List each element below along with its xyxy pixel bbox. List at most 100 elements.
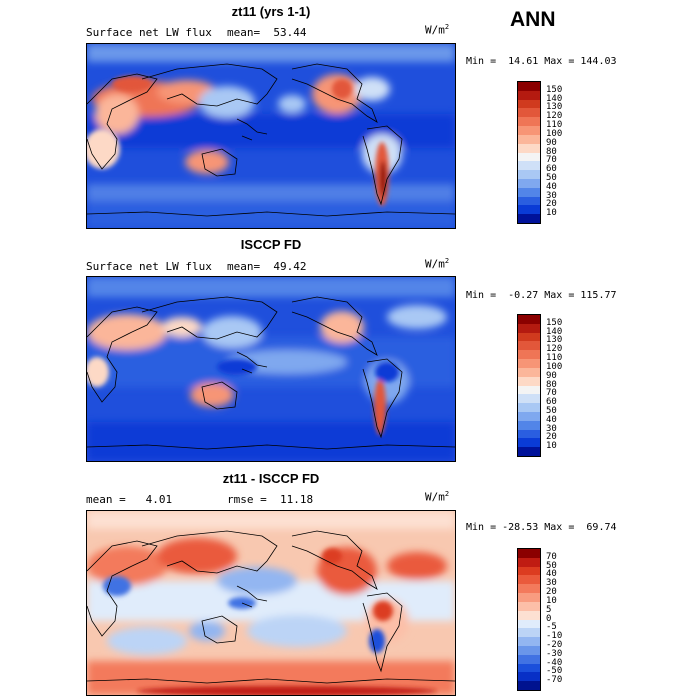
colorbar-segment [518,557,540,567]
colorbar-tick-label: 150 [546,84,563,95]
colorbar-tick-label: 140 [546,326,563,337]
colorbar-segment [518,654,540,664]
colorbar-tick-label: 120 [546,111,563,122]
panel3-rmse-label: rmse = 11.18 [227,493,314,506]
colorbar-tick-label: 120 [546,344,563,355]
colorbar-tick-label: -40 [546,657,563,668]
panel1-units: W/m2 [425,23,450,37]
colorbar-tick-label: 100 [546,361,563,372]
panel2-colorbar-ticks: 150 140 130 120 110 100 90 80 70 60 50 40 30 20 10 [546,314,576,457]
colorbar-tick-label: -50 [546,666,563,677]
colorbar-tick-label: 0 [546,613,552,624]
panel1-map [86,43,456,229]
colorbar-segment [518,610,540,620]
colorbar-tick-label: 100 [546,128,563,139]
panel3-minmax: Min = -28.53 Max = 69.74 [466,522,617,533]
colorbar-segment [518,134,540,144]
colorbar-segment [518,187,540,197]
colorbar-segment [518,359,540,368]
colorbar-segment [518,332,540,342]
colorbar-tick-label: 10 [546,441,557,452]
panel2-variable-label: Surface net LW flux [86,260,212,273]
colorbar-tick-label: 30 [546,423,557,434]
colorbar-segment [518,584,540,594]
colorbar-segment [518,593,540,602]
panel3-mean-label: mean = 4.01 [86,493,173,506]
colorbar-segment [518,438,540,448]
panel1-minmax: Min = 14.61 Max = 144.03 [466,56,617,67]
colorbar-tick-label: 20 [546,199,557,210]
panel2-map [86,276,456,462]
panel1-variable-label: Surface net LW flux [86,26,212,39]
annual-label: ANN [510,8,556,31]
colorbar-segment [518,152,540,162]
colorbar-segment [518,429,540,439]
colorbar-segment [518,117,540,127]
colorbar-segment [518,663,540,673]
colorbar-segment [518,681,540,690]
colorbar-segment [518,99,540,109]
colorbar-segment [518,170,540,179]
panel1-colorbar-ticks: 150 140 130 120 110 100 90 80 70 60 50 40 30 20 10 [546,81,576,224]
colorbar-tick-label: 10 [546,595,557,606]
colorbar-segment [518,350,540,360]
colorbar-tick-label: 80 [546,146,557,157]
colorbar-tick-label: 10 [546,208,557,219]
panel1-title: zt11 (yrs 1-1) [231,4,311,19]
colorbar-segment [518,645,540,655]
colorbar-tick-label: 90 [546,137,557,148]
colorbar-tick-label: 70 [546,155,557,166]
colorbar-tick-label: 70 [546,388,557,399]
colorbar-tick-label: 50 [546,560,557,571]
colorbar-segment [518,420,540,430]
colorbar-segment [518,637,540,646]
panel2-units: W/m2 [425,257,450,271]
panel1-mean-label: mean= 53.44 [227,26,307,39]
colorbar-tick-label: -30 [546,648,563,659]
colorbar-segment [518,315,540,324]
colorbar-tick-label: 20 [546,587,557,598]
colorbar-segment [518,126,540,135]
colorbar-tick-label: -20 [546,639,563,650]
colorbar-segment [518,161,540,171]
colorbar-tick-label: -70 [546,675,563,686]
colorbar-tick-label: 130 [546,335,563,346]
colorbar-segment [518,411,540,421]
colorbar-segment [518,575,540,585]
colorbar-tick-label: 60 [546,164,557,175]
colorbar-tick-label: 40 [546,181,557,192]
colorbar-tick-label: 110 [546,353,563,364]
colorbar-tick-label: 50 [546,405,557,416]
colorbar-tick-label: 30 [546,190,557,201]
colorbar-tick-label: 40 [546,414,557,425]
panel3-map [86,510,456,696]
colorbar-tick-label: 140 [546,93,563,104]
colorbar-tick-label: 40 [546,569,557,580]
colorbar-segment [518,367,540,377]
panel2-colorbar [517,314,541,457]
colorbar-segment [518,447,540,456]
panel3-title: zt11 - ISCCP FD [222,471,320,486]
colorbar-segment [518,394,540,404]
colorbar-segment [518,178,540,188]
colorbar-segment [518,341,540,351]
colorbar-segment [518,90,540,100]
colorbar-segment [518,619,540,629]
colorbar-segment [518,214,540,223]
colorbar-segment [518,566,540,576]
colorbar-tick-label: 70 [546,551,557,562]
panel3-colorbar [517,548,541,691]
colorbar-tick-label: 150 [546,317,563,328]
colorbar-tick-label: 90 [546,370,557,381]
colorbar-segment [518,385,540,395]
colorbar-tick-label: 60 [546,397,557,408]
colorbar-segment [518,403,540,412]
colorbar-tick-label: 80 [546,379,557,390]
colorbar-segment [518,82,540,91]
colorbar-segment [518,672,540,682]
colorbar-segment [518,108,540,118]
colorbar-segment [518,196,540,206]
panel1-colorbar [517,81,541,224]
panel3-colorbar-ticks: 70 50 40 30 20 10 5 0 -5 -10 -20 -30 -40 -50 -70 [546,548,576,691]
panel2-mean-label: mean= 49.42 [227,260,307,273]
